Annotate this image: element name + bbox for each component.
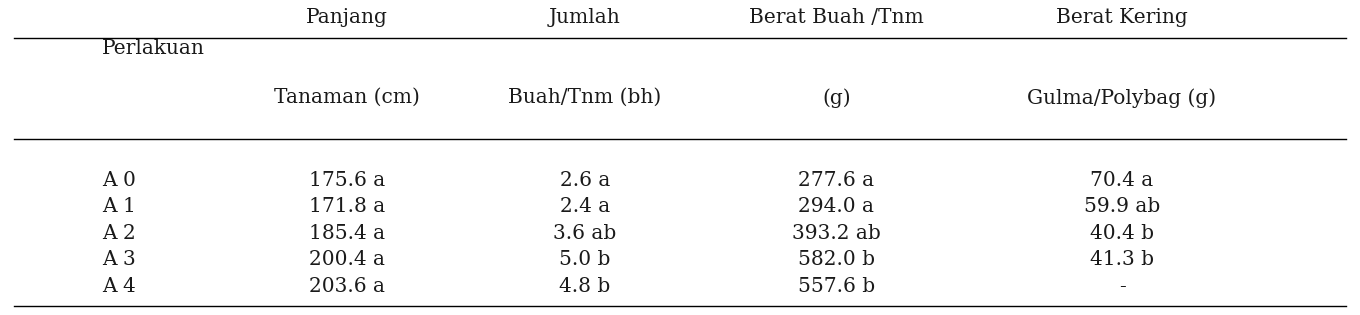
Text: 2.4 a: 2.4 a (560, 197, 609, 216)
Text: 2.6 a: 2.6 a (559, 171, 611, 190)
Text: 40.4 b: 40.4 b (1089, 224, 1155, 243)
Text: 5.0 b: 5.0 b (559, 250, 611, 269)
Text: A 0: A 0 (102, 171, 136, 190)
Text: Perlakuan: Perlakuan (102, 38, 205, 58)
Text: 582.0 b: 582.0 b (798, 250, 874, 269)
Text: 175.6 a: 175.6 a (309, 171, 385, 190)
Text: Berat Kering: Berat Kering (1057, 8, 1187, 27)
Text: 393.2 ab: 393.2 ab (792, 224, 881, 243)
Text: 294.0 a: 294.0 a (798, 197, 874, 216)
Text: 277.6 a: 277.6 a (798, 171, 874, 190)
Text: A 2: A 2 (102, 224, 136, 243)
Text: Buah/Tnm (bh): Buah/Tnm (bh) (509, 88, 661, 107)
Text: A 4: A 4 (102, 277, 136, 295)
Text: 200.4 a: 200.4 a (309, 250, 385, 269)
Text: 70.4 a: 70.4 a (1091, 171, 1153, 190)
Text: 3.6 ab: 3.6 ab (554, 224, 616, 243)
Text: A 3: A 3 (102, 250, 136, 269)
Text: 557.6 b: 557.6 b (798, 277, 874, 295)
Text: 59.9 ab: 59.9 ab (1084, 197, 1160, 216)
Text: (g): (g) (821, 88, 851, 108)
Text: Berat Buah /Tnm: Berat Buah /Tnm (749, 8, 923, 27)
Text: 41.3 b: 41.3 b (1089, 250, 1155, 269)
Text: Jumlah: Jumlah (549, 8, 620, 27)
Text: Tanaman (cm): Tanaman (cm) (273, 88, 420, 107)
Text: Panjang: Panjang (306, 8, 388, 27)
Text: 203.6 a: 203.6 a (309, 277, 385, 295)
Text: Gulma/Polybag (g): Gulma/Polybag (g) (1027, 88, 1217, 108)
Text: -: - (1119, 277, 1125, 295)
Text: 171.8 a: 171.8 a (309, 197, 385, 216)
Text: A 1: A 1 (102, 197, 136, 216)
Text: 185.4 a: 185.4 a (309, 224, 385, 243)
Text: 4.8 b: 4.8 b (559, 277, 611, 295)
